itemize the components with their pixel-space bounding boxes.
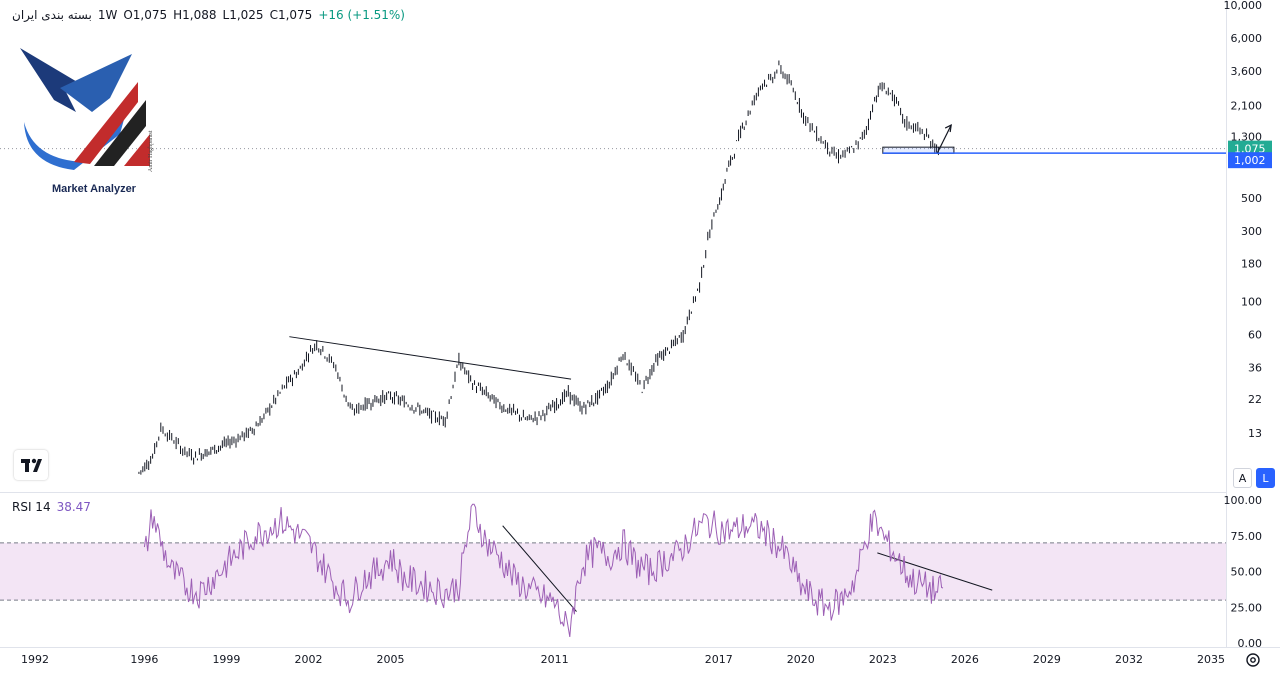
market-analyzer-logo: Amir Haghparast <box>14 42 164 200</box>
rsi-trendline <box>502 525 577 612</box>
time-tick-label: 2002 <box>294 653 322 666</box>
support-price-label: 1,002 <box>1228 152 1272 169</box>
log-scale-button[interactable]: L <box>1256 468 1275 488</box>
time-tick-label: 2023 <box>869 653 897 666</box>
price-tick-label: 13 <box>1248 427 1262 440</box>
time-tick-label: 2032 <box>1115 653 1143 666</box>
low-value: L1,025 <box>222 8 264 22</box>
support-price-label-text: 1,002 <box>1234 154 1266 167</box>
time-tick-label: 2035 <box>1197 653 1225 666</box>
time-tick-label: 2026 <box>951 653 979 666</box>
rsi-legend[interactable]: RSI 14 38.47 <box>12 500 91 514</box>
price-tick-label: 6,000 <box>1231 32 1263 45</box>
close-value: C1,075 <box>269 8 313 22</box>
rsi-tick-label: 75.00 <box>1231 530 1263 543</box>
support-zone-box <box>882 146 955 154</box>
rsi-band <box>0 542 1226 601</box>
arrow-head <box>944 124 952 133</box>
rsi-name[interactable]: RSI 14 <box>12 500 51 514</box>
time-tick-label: 1996 <box>130 653 158 666</box>
time-tick-label: 1999 <box>212 653 240 666</box>
price-tick-label: 300 <box>1241 225 1262 238</box>
auto-scale-button[interactable]: A <box>1233 468 1252 488</box>
high-value: H1,088 <box>173 8 217 22</box>
rsi-trendline <box>877 552 993 591</box>
gear-icon[interactable] <box>1244 651 1262 669</box>
price-tick-label: 2,100 <box>1231 100 1263 113</box>
pane-separators <box>0 0 1280 648</box>
drawings-layer[interactable] <box>289 124 1226 612</box>
rsi-tick-label: 25.00 <box>1231 601 1263 614</box>
time-tick-label: 2020 <box>787 653 815 666</box>
time-tick-label: 2017 <box>705 653 733 666</box>
time-tick-label: 2005 <box>377 653 405 666</box>
logo-title: Market Analyzer <box>52 183 136 195</box>
rsi-tick-label: 100.00 <box>1224 494 1263 507</box>
rsi-background <box>0 542 1226 601</box>
time-tick-label: 2011 <box>541 653 569 666</box>
price-tick-label: 60 <box>1248 328 1262 341</box>
time-axis[interactable]: 1992 1996 1999 2002 2005 2011 2017 2020 2023 2026… <box>21 653 1225 666</box>
support-price-label-bg <box>1228 152 1272 169</box>
rsi-value: 38.47 <box>56 500 91 514</box>
open-value: O1,075 <box>123 8 168 22</box>
symbol-name[interactable]: بسته بندی ایران <box>12 8 92 22</box>
rsi-tick-label: 0.00 <box>1238 637 1263 650</box>
price-tick-label: 3,600 <box>1231 65 1263 78</box>
tradingview-logo-icon[interactable] <box>14 450 48 480</box>
price-tick-label: 36 <box>1248 361 1262 374</box>
price-tick-label: 180 <box>1241 258 1262 271</box>
price-axis[interactable]: 10,000 6,000 3,600 2,100 1,300 500 300 180 100 60… <box>1224 0 1263 440</box>
rsi-line <box>143 503 944 637</box>
rsi-tick-label: 50.00 <box>1231 566 1263 579</box>
change-value: +16 (+1.51%) <box>318 8 405 22</box>
time-tick-label: 2029 <box>1033 653 1061 666</box>
time-tick-label: 1992 <box>21 653 49 666</box>
symbol-legend[interactable]: بسته بندی ایران 1W O1,075 H1,088 L1,025 … <box>12 8 405 22</box>
price-tick-label: 10,000 <box>1224 0 1263 12</box>
price-tick-label: 100 <box>1241 296 1262 309</box>
interval-label[interactable]: 1W <box>97 8 118 22</box>
price-tick-label: 500 <box>1241 192 1262 205</box>
rsi-axis[interactable]: 100.00 75.00 50.00 25.00 0.00 <box>1224 494 1263 650</box>
arrow-line <box>936 124 952 153</box>
price-tick-label: 22 <box>1248 393 1262 406</box>
price-tick-label: 1,300 <box>1231 130 1263 143</box>
price-series-layer <box>0 60 1226 475</box>
rsi-series-layer <box>143 503 944 637</box>
logo-author-text: Amir Haghparast <box>148 130 154 173</box>
trendline <box>289 336 572 380</box>
